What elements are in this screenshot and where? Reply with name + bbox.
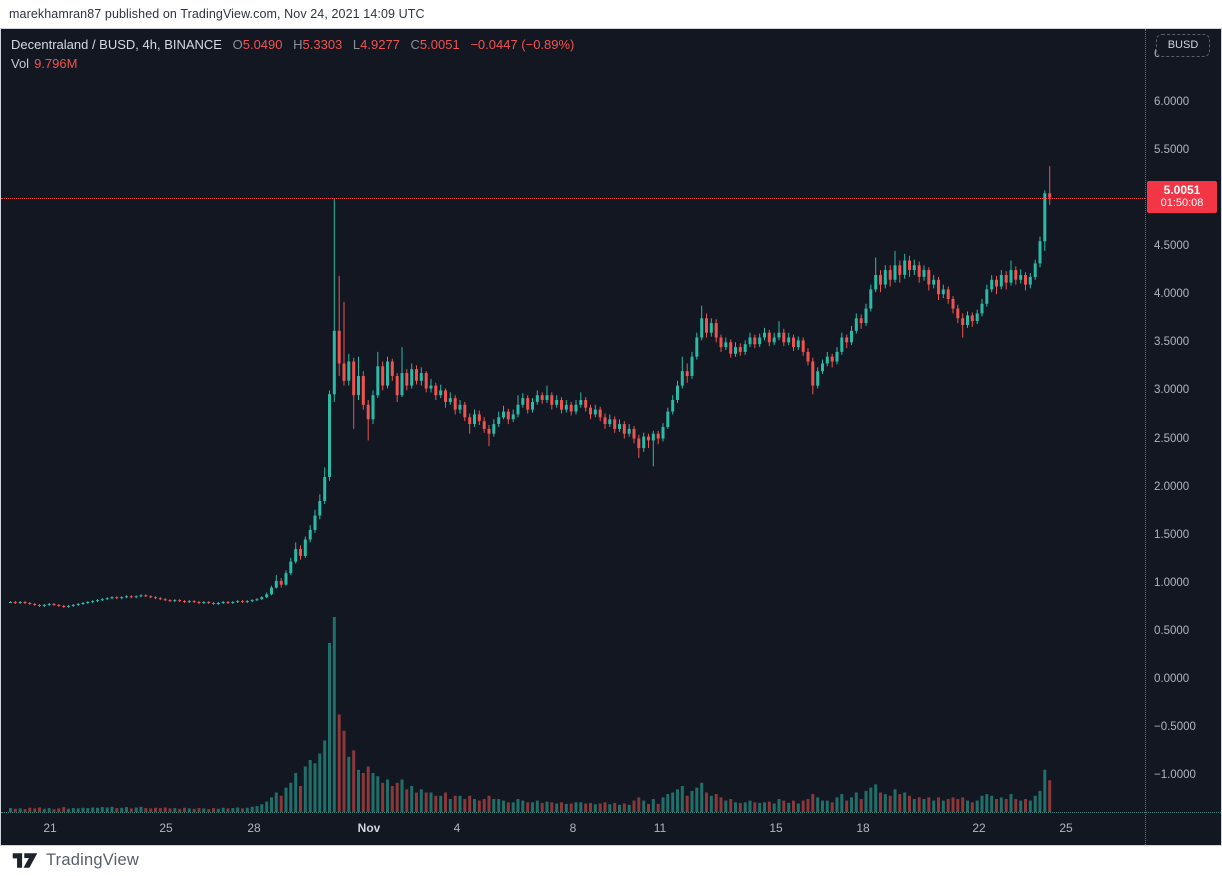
price-tick-label: −0.5000 [1154,721,1196,734]
last-price-badge: 5.0051 01:50:08 [1147,181,1217,213]
time-tick-label: 28 [247,821,261,835]
close-key: C [410,37,420,52]
price-axis-separator [1145,29,1146,845]
time-tick-label: 25 [1059,821,1073,835]
price-tick-label: 1.5000 [1154,528,1190,541]
time-tick-label: 8 [569,821,577,835]
candles-layer [9,193,1052,607]
vol-value: 9.796M [34,56,78,71]
price-tick-label: 4.5000 [1154,240,1190,253]
open-key: O [232,37,243,52]
tradingview-17-icon [12,853,38,868]
chart-legend: Decentraland / BUSD, 4h, BINANCE O5.0490… [11,37,574,52]
time-tick-label: 21 [43,821,57,835]
quote-currency-button[interactable]: BUSD [1156,34,1210,57]
tradingview-brand-text: TradingView [46,851,139,869]
attribution-bar: marekhamran87 published on TradingView.c… [0,0,1222,28]
time-axis[interactable]: 21 25 28 Nov 4 8 11 15 18 22 25 [1,813,1221,845]
time-tick-label: 22 [972,821,986,835]
last-price-value: 5.0051 [1163,183,1201,197]
high-key: H [293,37,303,52]
price-tick-label: 6.0000 [1154,95,1190,108]
change-value: −0.0447 (−0.89%) [470,37,575,52]
low-key: L [352,37,361,52]
volume-layer [9,617,1052,813]
price-tick-label: 5.5000 [1154,143,1190,156]
time-tick-label: 15 [769,821,783,835]
chart-frame: Decentraland / BUSD, 4h, BINANCE O5.0490… [0,28,1222,846]
low-value: 4.9277 [360,37,400,52]
vol-key: Vol [11,56,30,71]
time-tick-label: 18 [856,821,870,835]
bar-countdown: 01:50:08 [1160,197,1204,209]
open-value: 5.0490 [242,37,283,52]
close-value: 5.0051 [419,37,460,52]
attribution-text: marekhamran87 published on TradingView.c… [9,7,425,21]
symbol-title: Decentraland / BUSD, 4h, BINANCE [11,37,222,52]
chart-canvas[interactable] [1,29,1221,845]
price-tick-label: 4.0000 [1154,288,1190,301]
price-tick-label: 2.0000 [1154,480,1190,493]
price-tick-label: 0.0000 [1154,673,1190,685]
footer-bar: TradingView [0,846,1222,876]
price-tick-label: 0.5000 [1154,624,1190,637]
time-tick-label: 25 [159,821,173,835]
price-tick-label: 3.5000 [1154,336,1190,349]
price-tick-label: 3.0000 [1154,384,1190,397]
price-tick-label: −1.0000 [1154,769,1196,782]
tradingview-logo-link[interactable]: TradingView [12,851,139,870]
time-tick-label: Nov [357,821,381,835]
wicks-layer [10,166,1051,608]
volume-legend: Vol 9.796M [11,56,77,71]
high-value: 5.3303 [302,37,343,52]
time-axis-separator [1,812,1221,813]
price-tick-label: 2.5000 [1154,432,1190,445]
time-tick-label: 11 [653,821,667,835]
price-axis[interactable]: BUSD 5.0051 01:50:08 6.50006.00005.50004… [1146,29,1221,845]
price-tick-label: 1.0000 [1154,576,1190,589]
last-price-line [1,198,1145,199]
time-tick-label: 4 [453,821,461,835]
